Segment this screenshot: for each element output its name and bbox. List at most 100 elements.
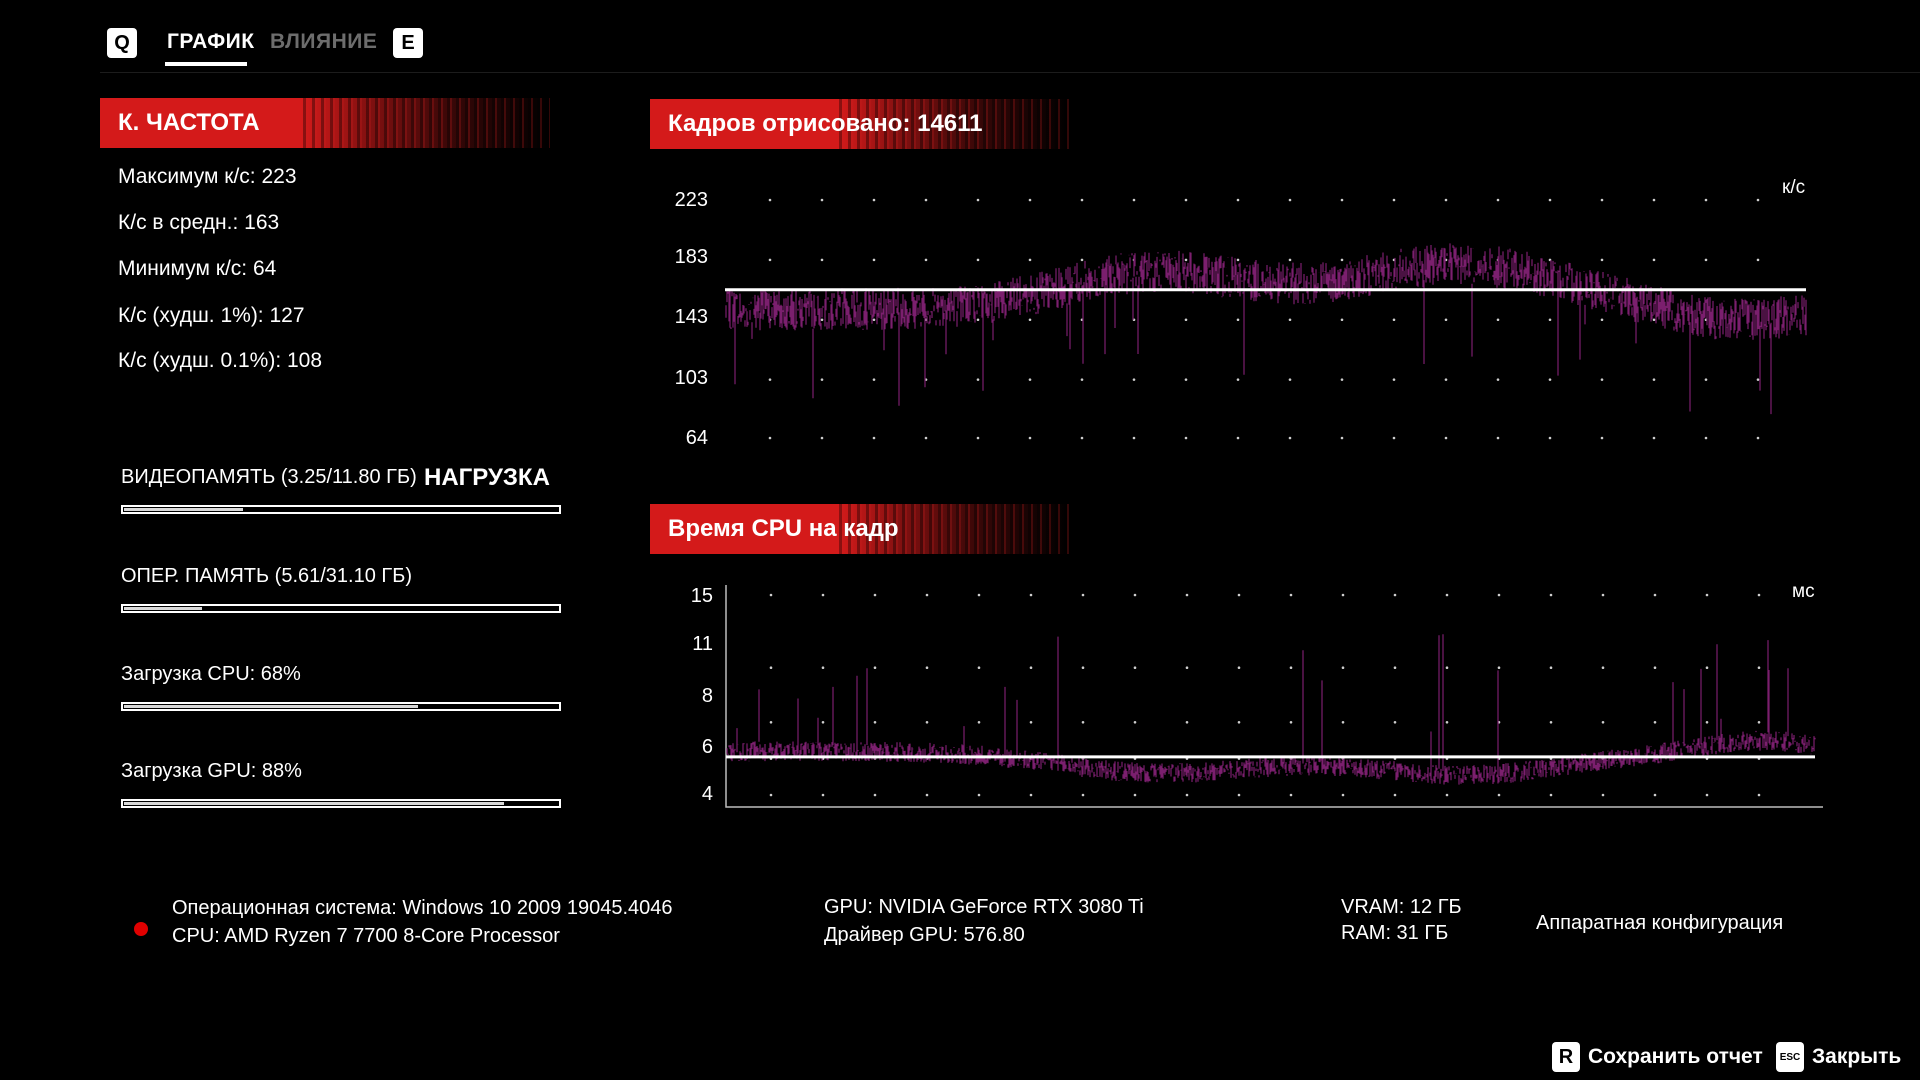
grid-dot <box>1705 720 1709 724</box>
grid-dot <box>1757 793 1761 797</box>
grid-dot <box>1028 258 1032 262</box>
grid-dot <box>1288 378 1292 381</box>
grid-dot <box>821 666 825 670</box>
grid-dot <box>1548 378 1552 381</box>
fps-tick-64: 64 <box>685 427 708 449</box>
grid-dot <box>1132 436 1136 440</box>
grid-dot <box>1184 318 1188 322</box>
tab-impact[interactable]: ВЛИЯНИЕ <box>270 30 378 53</box>
grid-dot <box>1756 258 1760 262</box>
grid-dot <box>821 793 825 797</box>
stat-avg-fps: К/с в средн.: 163 <box>118 211 280 234</box>
grid-dot <box>976 198 980 202</box>
grid-dot <box>1029 720 1033 724</box>
grid-dot <box>1340 318 1344 322</box>
grid-dot <box>1028 436 1032 440</box>
grid-dot <box>1028 198 1032 202</box>
active-tab-indicator <box>165 62 247 66</box>
header-divider <box>100 72 1920 73</box>
close-button[interactable]: ESC Закрыть <box>1776 1042 1901 1072</box>
grid-dot <box>977 793 981 797</box>
grid-dot <box>1653 593 1657 597</box>
tab-graph[interactable]: ГРАФИК <box>167 30 255 53</box>
e-key-icon[interactable]: E <box>393 28 423 58</box>
grid-dot <box>1133 593 1137 597</box>
load-heading: НАГРУЗКА <box>424 464 550 491</box>
ram-info: RAM: 31 ГБ <box>1341 922 1449 944</box>
grid-dot <box>1185 720 1189 724</box>
grid-dot <box>1081 720 1085 724</box>
grid-dot <box>1133 720 1137 724</box>
grid-dot <box>1652 436 1656 440</box>
fps-tick-103: 103 <box>674 367 708 389</box>
grid-dot <box>1081 666 1085 670</box>
grid-dot <box>1704 258 1708 262</box>
cpu-tick-11: 11 <box>692 633 713 655</box>
grid-dot <box>1080 198 1084 202</box>
cpu-chart <box>725 585 1823 808</box>
grid-dot <box>821 720 825 724</box>
grid-dot <box>1132 378 1136 381</box>
grid-dot <box>1236 318 1240 322</box>
grid-dot <box>1756 436 1760 440</box>
vram-meter <box>121 505 561 514</box>
banner-texture <box>839 504 1070 554</box>
grid-dot <box>1341 666 1345 670</box>
grid-dot <box>1497 793 1501 797</box>
grid-dot <box>1029 593 1033 597</box>
grid-dot <box>1081 793 1085 797</box>
grid-dot <box>873 793 877 797</box>
driver-info: Драйвер GPU: 576.80 <box>824 924 1025 946</box>
gpu-load-meter-fill <box>124 802 505 805</box>
save-report-button[interactable]: R Сохранить отчет <box>1552 1042 1763 1072</box>
cpu-load-meter-fill <box>124 705 418 708</box>
grid-dot <box>1184 258 1188 262</box>
grid-dot <box>924 258 928 262</box>
grid-dot <box>1704 378 1708 381</box>
grid-dot <box>768 258 772 262</box>
grid-dot <box>924 198 928 202</box>
grid-dot <box>1600 436 1604 440</box>
grid-dot <box>1600 318 1604 322</box>
grid-dot <box>1600 258 1604 262</box>
grid-dot <box>1184 436 1188 440</box>
grid-dot <box>1393 793 1397 797</box>
grid-dot <box>872 436 876 440</box>
grid-dot <box>1237 666 1241 670</box>
q-key-icon[interactable]: Q <box>107 28 137 58</box>
esc-key-icon: ESC <box>1776 1042 1804 1072</box>
grid-dot <box>1341 593 1345 597</box>
vram-meter-label: ВИДЕОПАМЯТЬ (3.25/11.80 ГБ) <box>121 466 417 488</box>
grid-dot <box>1652 378 1656 381</box>
cpu-time-title: Время CPU на кадр <box>668 515 899 542</box>
series-trace <box>726 634 1816 785</box>
cpu-chart-header: Время CPU на кадр <box>650 504 1070 554</box>
grid-dot <box>925 593 929 597</box>
status-indicator-dot <box>134 922 148 936</box>
grid-dot <box>1704 198 1708 202</box>
grid-dot <box>1392 436 1396 440</box>
grid-dot <box>1548 318 1552 322</box>
grid-dot <box>1601 593 1605 597</box>
grid-dot <box>1289 793 1293 797</box>
grid-dot <box>769 666 773 670</box>
grid-dot <box>1393 720 1397 724</box>
banner-texture <box>839 99 1070 149</box>
grid-dot <box>1392 198 1396 202</box>
grid-dot <box>1081 593 1085 597</box>
grid-dot <box>1288 258 1292 262</box>
grid-dot <box>1236 258 1240 262</box>
gpu-load-meter <box>121 799 561 808</box>
grid-dot <box>820 378 824 381</box>
cpu-load-label: Загрузка CPU: 68% <box>121 663 301 685</box>
stat-1pct-low: К/с (худш. 1%): 127 <box>118 304 305 327</box>
grid-dot <box>924 436 928 440</box>
grid-dot <box>768 436 772 440</box>
gpu-load-label: Загрузка GPU: 88% <box>121 760 302 782</box>
grid-dot <box>872 198 876 202</box>
grid-dot <box>1601 666 1605 670</box>
grid-dot <box>1288 198 1292 202</box>
grid-dot <box>1028 318 1032 322</box>
fps-panel-title: К. ЧАСТОТА <box>118 109 260 136</box>
grid-dot <box>1288 436 1292 440</box>
